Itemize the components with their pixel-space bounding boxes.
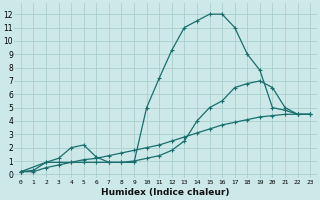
X-axis label: Humidex (Indice chaleur): Humidex (Indice chaleur) (101, 188, 230, 197)
